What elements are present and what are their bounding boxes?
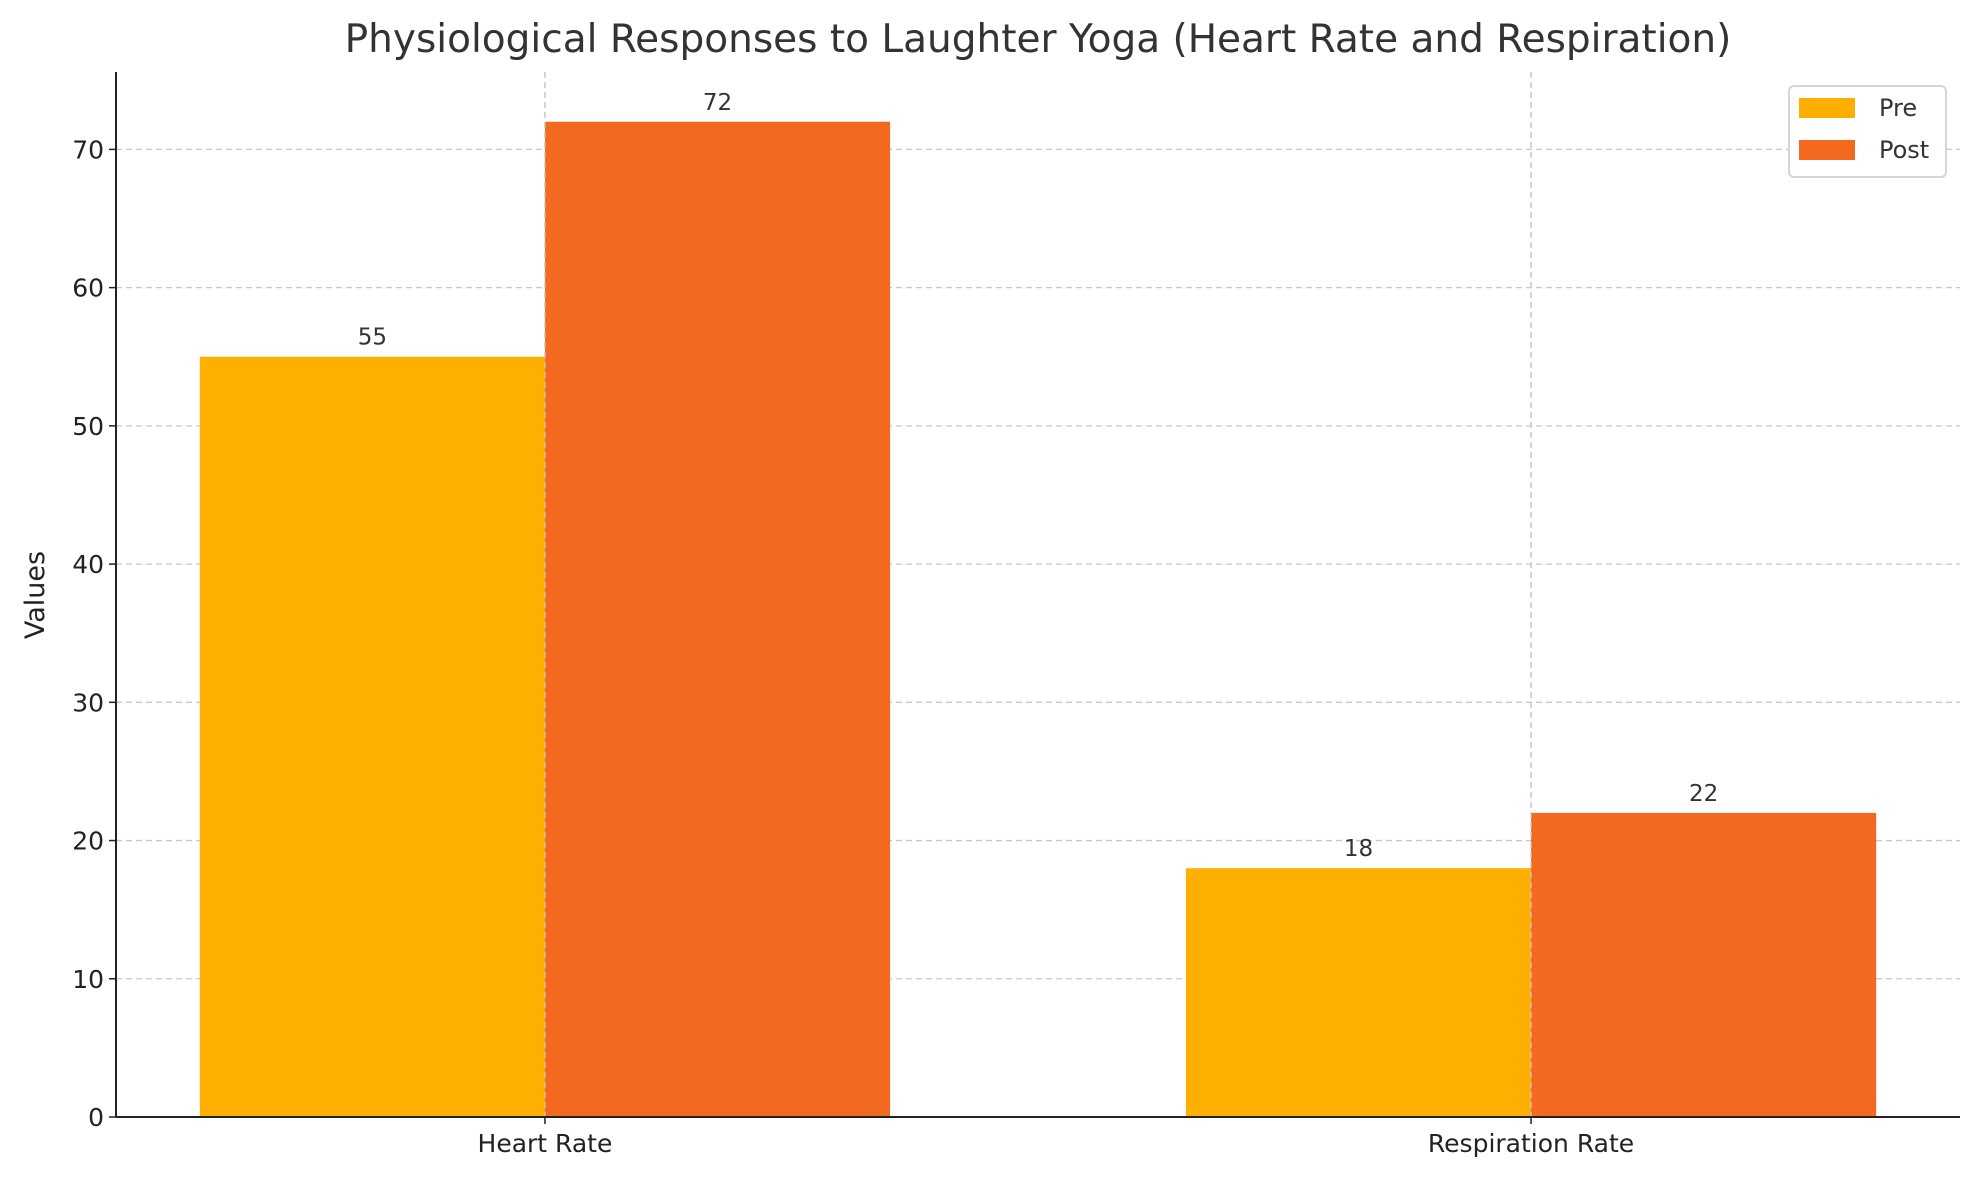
data-label: 72 xyxy=(703,90,732,116)
bar-pre xyxy=(199,356,545,1118)
legend-label: Pre xyxy=(1879,94,1917,122)
data-label: 18 xyxy=(1344,836,1373,862)
y-tick-label: 20 xyxy=(72,827,104,856)
y-tick-label: 50 xyxy=(72,412,104,441)
legend: Pre Post xyxy=(1788,85,1947,178)
y-tick-label: 60 xyxy=(72,274,104,303)
y-tick-label: 70 xyxy=(72,135,104,164)
x-tick-label: Respiration Rate xyxy=(1428,1129,1634,1158)
data-label: 22 xyxy=(1689,781,1718,807)
bar-post xyxy=(1531,812,1877,1117)
legend-label: Post xyxy=(1879,136,1929,164)
chart-title: Physiological Responses to Laughter Yoga… xyxy=(345,17,1732,62)
y-tick-label: 10 xyxy=(72,965,104,994)
y-tick-label: 30 xyxy=(72,688,104,717)
bar-pre xyxy=(1185,868,1532,1117)
y-tick-label: 0 xyxy=(88,1103,104,1132)
data-label: 55 xyxy=(358,325,387,351)
bar-post xyxy=(544,121,891,1117)
legend-swatch xyxy=(1799,98,1855,118)
legend-swatch xyxy=(1799,140,1855,160)
y-tick-label: 40 xyxy=(72,550,104,579)
y-axis-label: Values xyxy=(20,551,51,639)
x-tick-label: Heart Rate xyxy=(478,1129,613,1158)
